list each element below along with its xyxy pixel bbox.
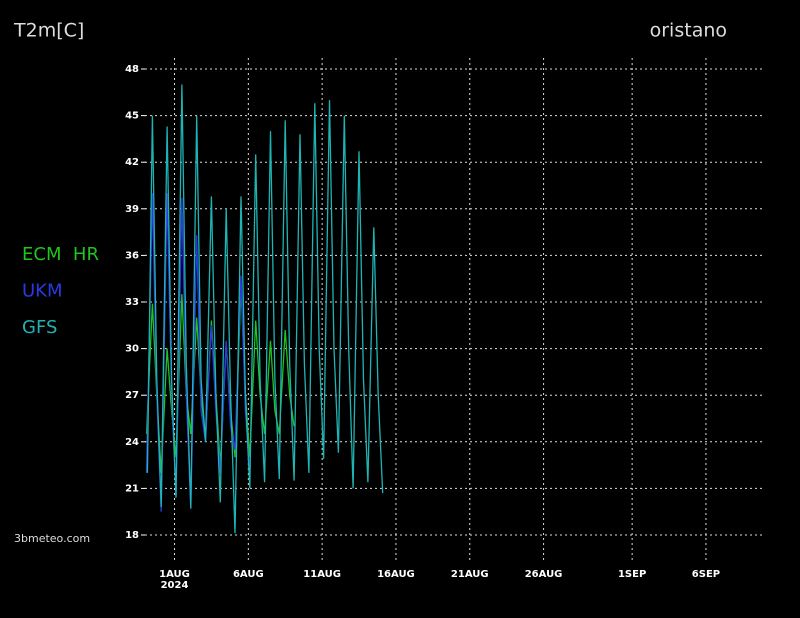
location: oristano	[650, 20, 727, 42]
source: 3bmeteo.com	[14, 532, 90, 545]
y-tick-label: 36	[125, 250, 139, 261]
legend-label: ECM HR	[22, 244, 99, 265]
x-tick-label: 6AUG	[233, 569, 264, 580]
x-tick-label: 21AUG	[451, 569, 489, 580]
y-tick-label: 33	[125, 297, 139, 308]
y-tick-label: 27	[125, 390, 139, 401]
x-tick-label: 16AUG	[377, 569, 415, 580]
series-line	[145, 286, 295, 473]
chart-title: T2m[C]	[13, 20, 84, 42]
series-line	[146, 84, 384, 534]
y-tick-label: 39	[125, 204, 139, 215]
x-tick-label: 1AUG	[159, 569, 190, 580]
y-tick-label: 42	[125, 157, 139, 168]
legend-label: GFS	[22, 317, 57, 338]
legend-label: UKM	[22, 281, 63, 302]
x-tick-label: 11AUG	[303, 569, 341, 580]
y-tick-label: 24	[125, 437, 139, 448]
x-tick-label: 6SEP	[692, 569, 720, 580]
y-tick-label: 18	[125, 530, 139, 541]
x-year-label: 2024	[161, 580, 189, 591]
y-tick-label: 48	[125, 64, 139, 75]
y-tick-label: 30	[125, 344, 139, 355]
x-tick-label: 26AUG	[525, 569, 563, 580]
y-tick-label: 45	[125, 111, 139, 122]
x-tick-label: 1SEP	[618, 569, 646, 580]
y-tick-label: 21	[125, 483, 139, 494]
